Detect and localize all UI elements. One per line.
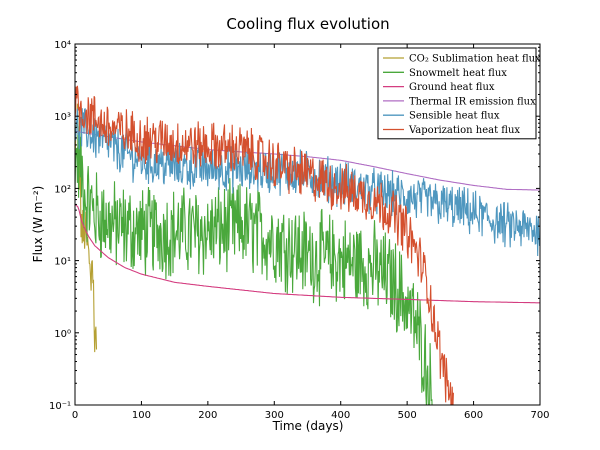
- series-line-2: [75, 203, 540, 304]
- x-tick-label: 0: [72, 410, 78, 421]
- series-layer: [75, 85, 540, 405]
- legend-box: [377, 47, 537, 140]
- x-tick-label: 400: [331, 410, 350, 421]
- x-axis-label: Time (days): [272, 419, 344, 433]
- legend-label: Sensible heat flux: [409, 111, 500, 122]
- y-tick-label: 10²: [54, 184, 71, 195]
- legend: CO₂ Sublimation heat flux Snowmelt heat f…: [377, 47, 541, 140]
- x-tick-label: 200: [198, 410, 217, 421]
- y-axis-label: Flux (W m⁻²): [31, 186, 45, 263]
- y-tick-label: 10⁴: [54, 40, 71, 51]
- series-line-3: [75, 130, 540, 191]
- series-line-5: [75, 85, 454, 405]
- y-tick-label: 10⁻¹: [49, 401, 71, 412]
- series-line-1: [75, 126, 433, 405]
- x-tick-label: 600: [464, 410, 483, 421]
- x-tick-label: 700: [530, 410, 549, 421]
- x-tick-label: 300: [265, 410, 284, 421]
- x-tick-label: 100: [132, 410, 151, 421]
- ticks-layer: 0 100 200 300 400 500 600 700 10⁻¹ 10⁰ 10¹ 10² 10³ 10…: [49, 40, 550, 421]
- legend-label: CO₂ Sublimation heat flux: [409, 54, 541, 65]
- legend-label: Snowmelt heat flux: [409, 68, 507, 79]
- y-tick-label: 10⁰: [54, 329, 71, 340]
- legend-label: Ground heat flux: [409, 82, 495, 93]
- y-tick-label: 10¹: [54, 257, 71, 268]
- chart-title: Cooling flux evolution: [226, 15, 389, 33]
- legend-label: Thermal IR emission flux: [409, 96, 536, 107]
- x-tick-label: 500: [398, 410, 417, 421]
- plot-frame: [74, 43, 541, 406]
- legend-label: Vaporization heat flux: [408, 125, 520, 136]
- y-tick-label: 10³: [54, 112, 71, 123]
